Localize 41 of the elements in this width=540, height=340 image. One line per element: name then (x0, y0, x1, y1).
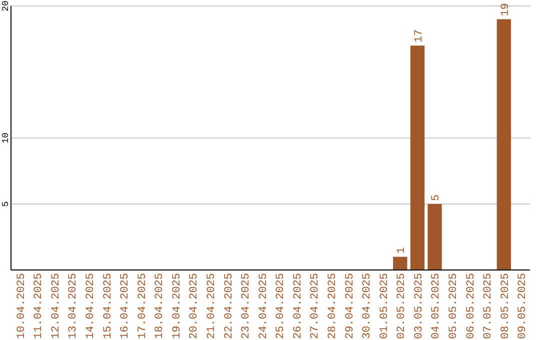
x-tick-label: 17.04.2025 (136, 273, 149, 340)
x-tick-label: 09.05.2025 (517, 273, 530, 340)
x-tick-label: 14.04.2025 (84, 273, 97, 340)
x-tick-label: 16.04.2025 (120, 273, 132, 340)
x-tick-label: 21.04.2025 (206, 273, 218, 340)
x-tick-label: 23.04.2025 (240, 273, 253, 340)
x-tick-label: 10.04.2025 (16, 273, 28, 340)
x-tick-label: 26.04.2025 (292, 273, 304, 340)
y-tick-label: 10 (1, 132, 11, 144)
x-tick-label: 12.04.2025 (50, 273, 62, 340)
data-label: 5 (430, 194, 443, 201)
y-tick-label: 20 (1, 0, 11, 12)
x-tick-label: 18.04.2025 (154, 273, 166, 340)
data-label: 1 (396, 246, 408, 254)
bar (428, 204, 442, 270)
x-tick-label: 30.04.2025 (362, 273, 374, 340)
bar (410, 46, 425, 270)
x-tick-label: 07.05.2025 (482, 273, 495, 340)
x-tick-label: 08.05.2025 (500, 273, 512, 340)
x-tick-label: 05.05.2025 (448, 273, 460, 340)
x-tick-label: 20.04.2025 (188, 273, 201, 340)
x-tick-label: 29.04.2025 (344, 273, 356, 340)
data-label: 19 (500, 2, 512, 16)
data-label: 17 (413, 29, 426, 43)
x-tick-label: 24.04.2025 (258, 273, 270, 340)
x-tick-label: 06.05.2025 (465, 273, 478, 340)
x-tick-label: 27.04.2025 (310, 273, 322, 340)
x-tick-label: 02.05.2025 (396, 273, 408, 340)
x-tick-label: 19.04.2025 (171, 273, 184, 340)
x-tick-label: 11.04.2025 (33, 273, 46, 340)
x-tick-label: 22.04.2025 (223, 273, 236, 340)
bar (496, 19, 511, 270)
x-tick-label: 13.04.2025 (68, 273, 80, 340)
bar (393, 256, 408, 270)
x-tick-label: 04.05.2025 (430, 273, 443, 340)
x-tick-label: 28.04.2025 (327, 273, 340, 340)
y-tick-label: 5 (1, 201, 11, 207)
x-tick-label: 15.04.2025 (102, 273, 114, 340)
x-tick-label: 25.04.2025 (275, 273, 288, 340)
x-tick-label: 03.05.2025 (413, 273, 426, 340)
x-tick-label: 01.05.2025 (378, 273, 391, 340)
